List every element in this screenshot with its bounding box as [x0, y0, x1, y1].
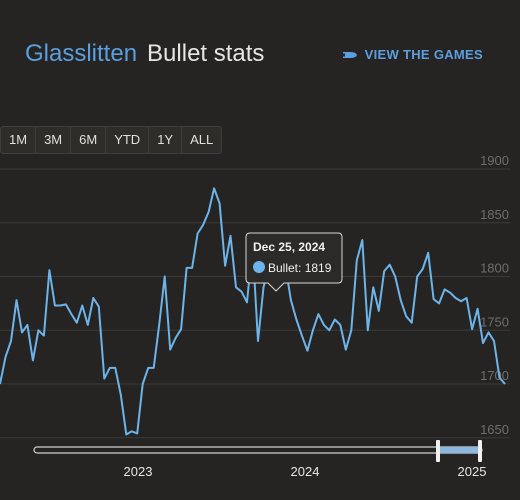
range-selector: 1M 3M 6M YTD 1Y ALL [0, 126, 223, 154]
bullet-icon [341, 51, 357, 58]
navigator-track[interactable] [33, 446, 483, 454]
range-6m-button[interactable]: 6M [71, 127, 107, 153]
tooltip-series-dot [253, 261, 265, 273]
y-tick-label: 1800 [480, 261, 509, 276]
navigator-handle-right[interactable] [478, 440, 482, 462]
tooltip-box [245, 232, 343, 292]
range-all-button[interactable]: ALL [190, 132, 214, 147]
tooltip-series-name: Bullet [268, 261, 299, 275]
series-line-bullet [0, 187, 506, 436]
y-tick-label: 1700 [480, 368, 509, 383]
y-tick-label: 1750 [480, 314, 509, 329]
username-link[interactable]: Glasslitten [25, 40, 138, 67]
page-header: Glasslitten Bullet stats [25, 40, 264, 68]
navigator-selection[interactable] [438, 447, 482, 453]
x-tick-label: 2023 [124, 464, 153, 479]
tooltip-date: Dec 25, 2024 [253, 240, 325, 254]
range-1y-button[interactable]: 1Y [149, 127, 183, 153]
tooltip-value: Bullet: 1819 [268, 261, 332, 275]
navigator-handle-left[interactable] [436, 440, 440, 462]
y-tick-label: 1650 [480, 422, 509, 437]
page-title: Bullet stats [147, 40, 265, 67]
view-games-label: VIEW THE GAMES [364, 47, 483, 62]
tooltip-separator: : [298, 261, 305, 275]
y-tick-label: 1850 [480, 207, 509, 222]
range-1m-button[interactable]: 1M [1, 127, 37, 153]
view-games-link[interactable]: VIEW THE GAMES [341, 47, 483, 62]
tooltip-series-value: 1819 [305, 261, 332, 275]
y-tick-label: 1900 [480, 153, 509, 168]
range-3m-button[interactable]: 3M [36, 127, 72, 153]
x-tick-label: 2024 [291, 464, 320, 479]
x-tick-label: 2025 [458, 464, 487, 479]
range-ytd-button[interactable]: YTD [106, 127, 150, 153]
